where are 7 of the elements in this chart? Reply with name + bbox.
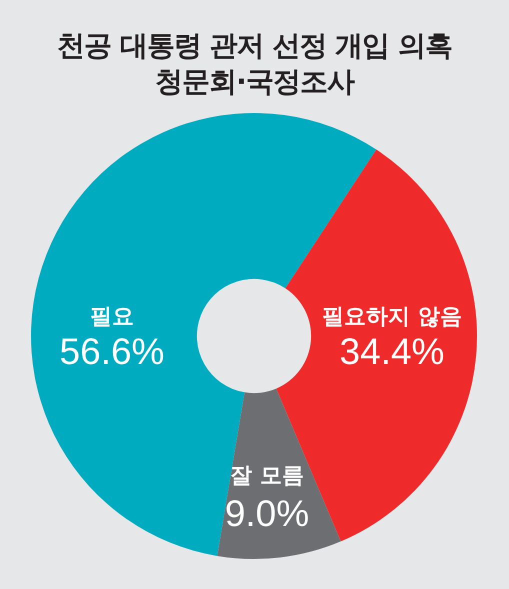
- slice-label: 잘 모름: [230, 464, 304, 489]
- data-label: 9.0%: [224, 493, 310, 534]
- data-label: 56.6%: [60, 331, 164, 372]
- data-label: 34.4%: [340, 331, 444, 372]
- chart-title: 천공 대통령 관저 선정 개입 의혹 청문회·국정조사: [56, 28, 453, 100]
- slice-label: 필요: [90, 304, 134, 330]
- slice-label: 필요하지 않음: [322, 304, 462, 330]
